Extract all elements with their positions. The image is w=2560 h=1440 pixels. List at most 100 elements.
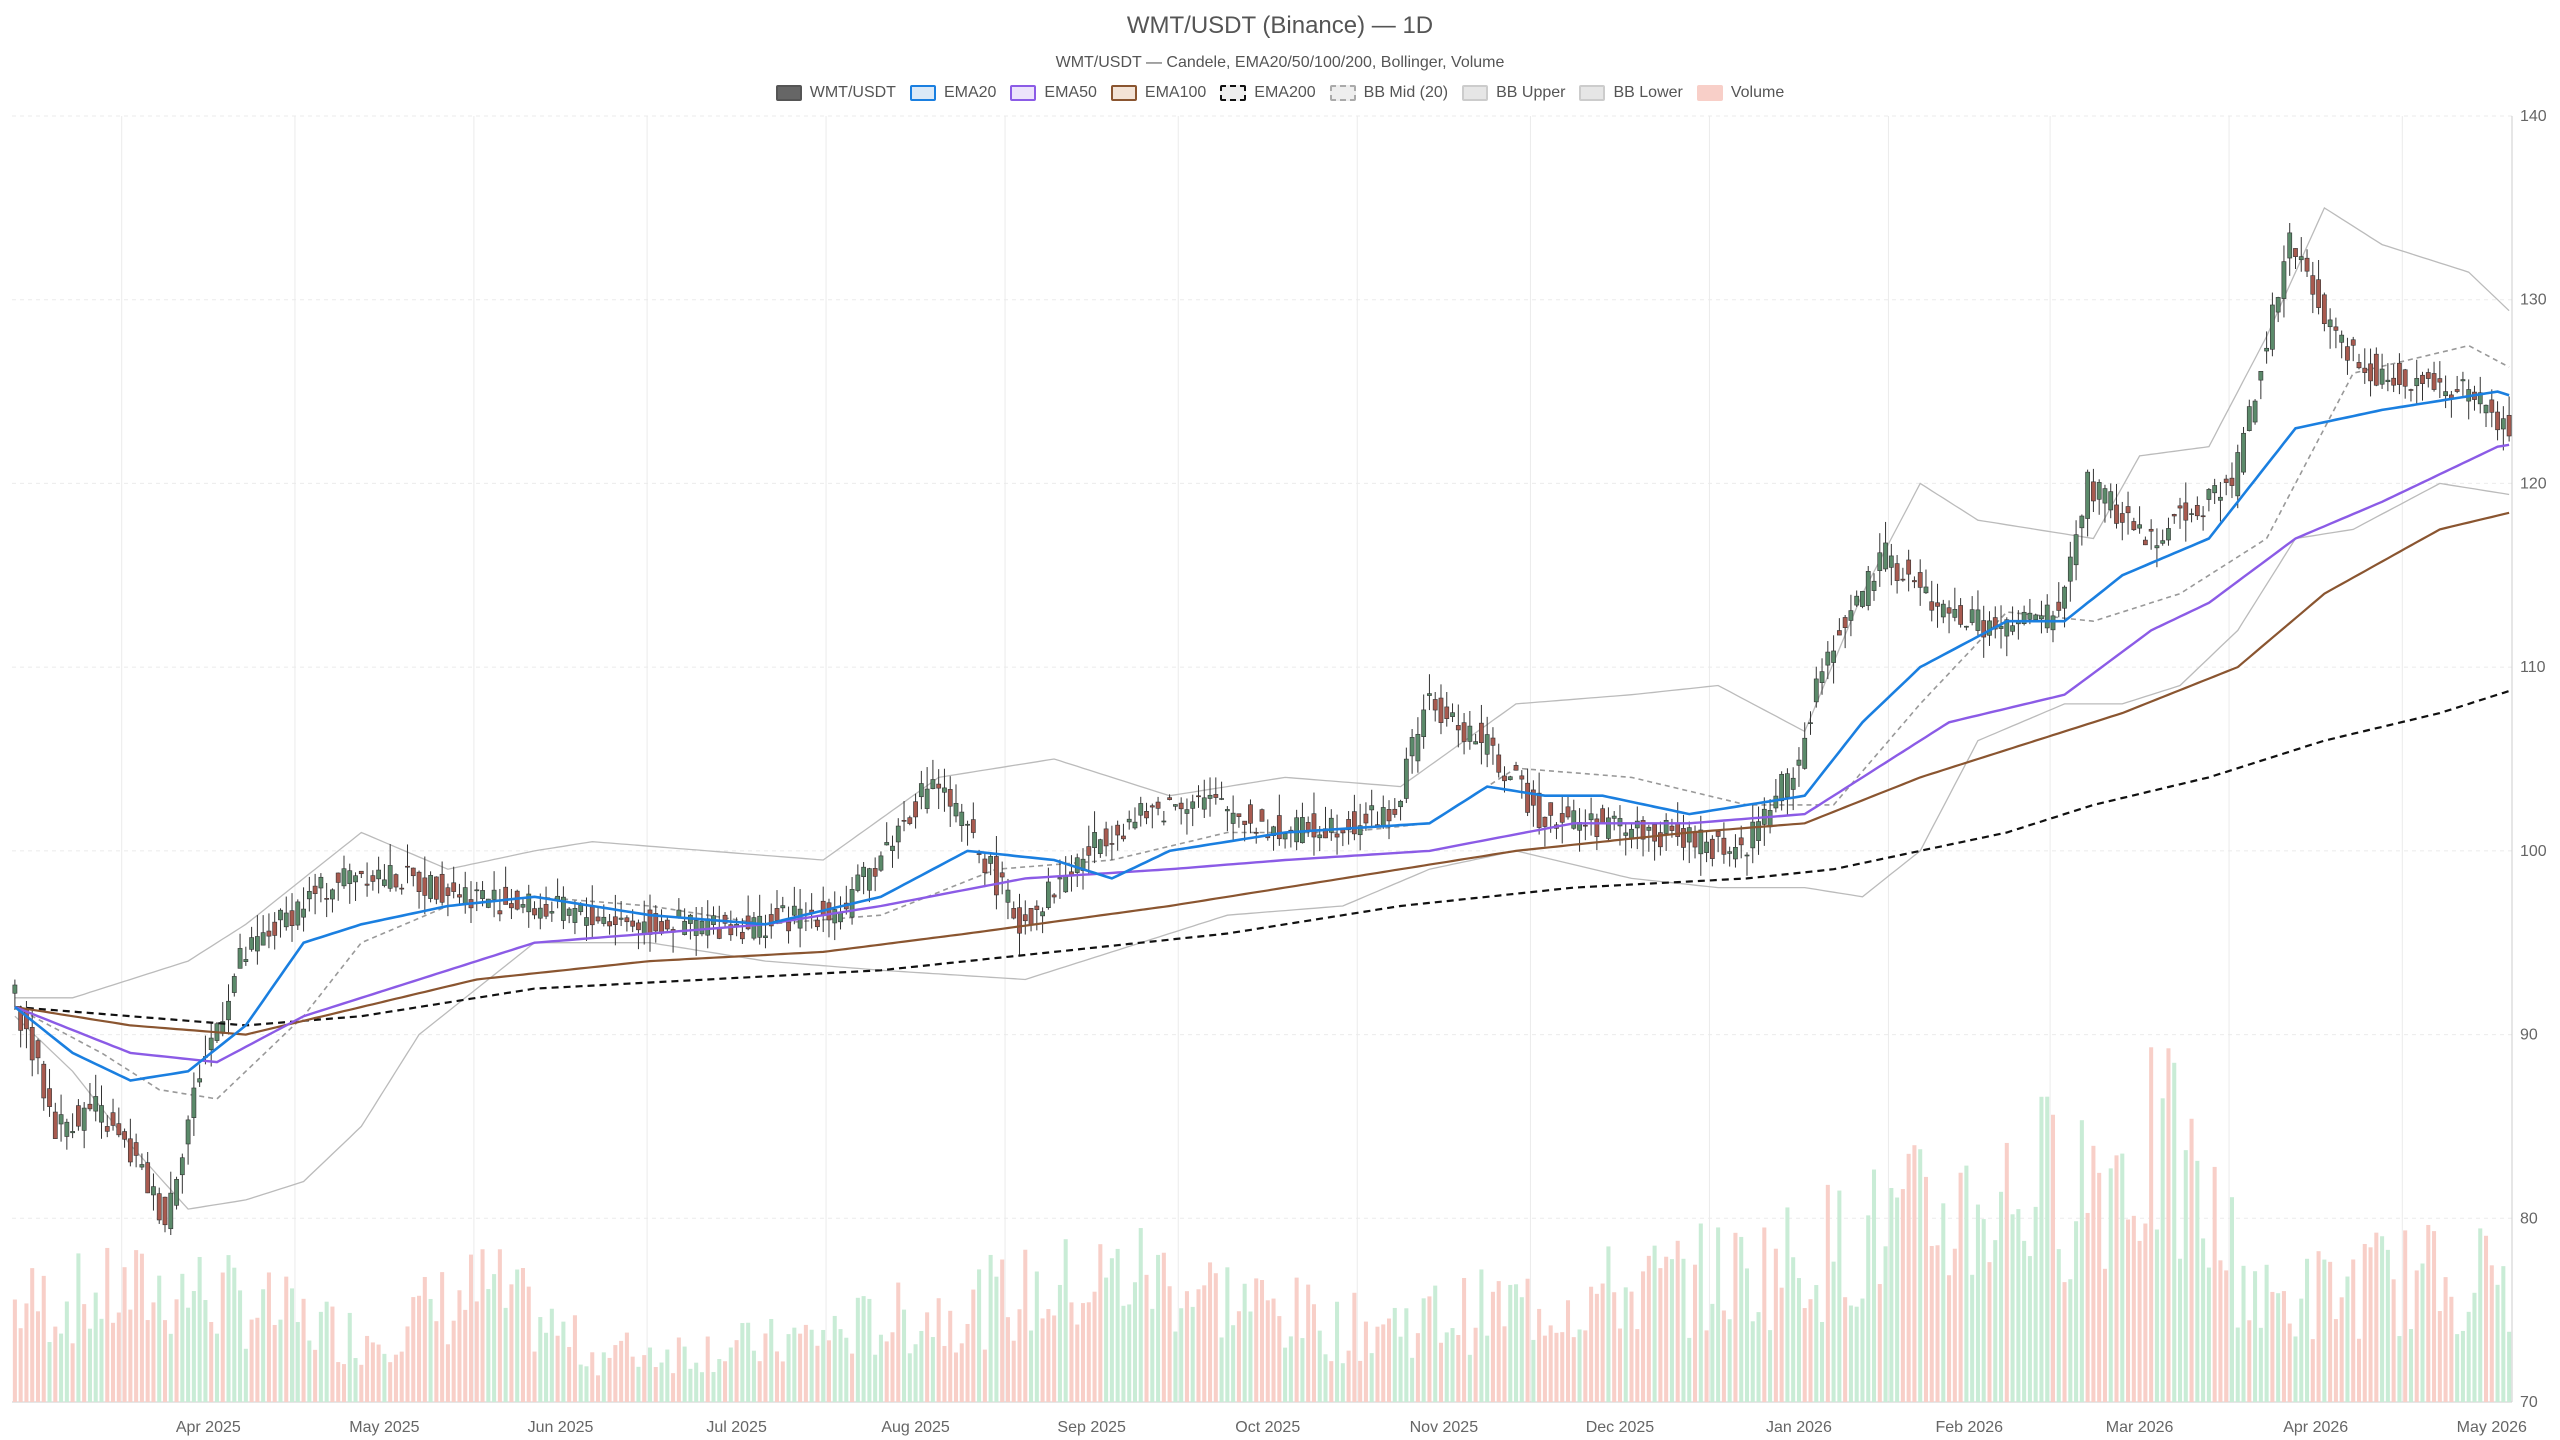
volume-bar (1040, 1318, 1045, 1402)
volume-bar (1716, 1227, 1721, 1402)
volume-bar (520, 1268, 525, 1402)
candle-body (2073, 534, 2079, 566)
legend-item-4[interactable]: EMA200 (1220, 84, 1316, 102)
candle-body (2096, 482, 2102, 500)
candle-body (1045, 881, 1051, 909)
volume-bar (1404, 1308, 1409, 1402)
candle-body (272, 921, 278, 936)
candle-body (1317, 834, 1323, 839)
legend-item-8[interactable]: Volume (1696, 84, 1784, 102)
x-tick-label: Nov 2025 (1410, 1419, 1479, 1436)
volume-bar (151, 1302, 156, 1402)
candle-body (1282, 833, 1288, 840)
candle-body (1398, 800, 1403, 808)
volume-bar (1132, 1282, 1137, 1402)
volume-bar (1156, 1254, 1161, 1402)
volume-bar (2472, 1292, 2477, 1402)
candle-body (87, 1103, 93, 1110)
volume-bar (699, 1372, 704, 1402)
volume-bar (1652, 1245, 1657, 1402)
candle-body (358, 870, 364, 875)
legend-item-1[interactable]: EMA20 (909, 84, 996, 102)
legend-item-5[interactable]: BB Mid (20) (1329, 84, 1448, 102)
volume-bar (503, 1307, 508, 1402)
volume-bar (948, 1310, 953, 1402)
candle-body (1259, 809, 1265, 822)
candle-body (601, 916, 607, 924)
legend-item-3[interactable]: EMA100 (1110, 84, 1206, 102)
candle-body (1987, 620, 1992, 636)
candle-body (2368, 363, 2373, 382)
volume-bar (584, 1366, 589, 1402)
volume-bar (266, 1272, 271, 1402)
candle-body (1490, 737, 1496, 746)
volume-bar (2293, 1336, 2298, 1402)
candle-body (110, 1112, 116, 1126)
candle-body (1057, 877, 1063, 880)
volume-bar (445, 1344, 450, 1402)
volume-bar (1231, 1325, 1236, 1402)
volume-bar (601, 1352, 606, 1402)
candle-body (1796, 759, 1802, 766)
candle-body (1230, 812, 1236, 824)
volume-bar (2316, 1251, 2321, 1402)
y-tick-label: 140 (2520, 108, 2547, 125)
candle-body (278, 909, 283, 921)
candle-body (636, 922, 641, 931)
candle-body (2431, 373, 2437, 390)
candle-body (2166, 528, 2171, 541)
legend-item-7[interactable]: BB Lower (1579, 84, 1683, 102)
volume-bar (1508, 1284, 1513, 1402)
candle-body (1894, 563, 1900, 581)
candle-body (295, 901, 301, 926)
volume-bar (682, 1346, 687, 1402)
volume-bar (1733, 1232, 1738, 1402)
volume-bar (1098, 1244, 1103, 1402)
volume-bar (1438, 1342, 1444, 1402)
volume-bar (157, 1275, 162, 1402)
candle-body (1692, 832, 1698, 848)
volume-bar (1999, 1191, 2004, 1402)
chart-title: WMT/USDT (Binance) — 1D (1126, 12, 1434, 39)
volume-bar (2351, 1259, 2356, 1402)
candle-body (81, 1107, 87, 1131)
candle-body (1201, 797, 1207, 810)
volume-bar (313, 1349, 318, 1402)
candle-body (1681, 828, 1686, 848)
volume-bar (2449, 1296, 2454, 1402)
volume-bar (457, 1290, 462, 1402)
candle-body (647, 909, 653, 935)
candle-body (1883, 542, 1888, 570)
legend-item-0[interactable]: WMT/USDT (775, 84, 896, 102)
volume-bar (1340, 1363, 1345, 1402)
legend-label: BB Lower (1613, 84, 1683, 101)
volume-bar (2229, 1197, 2234, 1402)
volume-bar (1473, 1327, 1478, 1402)
candle-body (1606, 817, 1611, 839)
legend-item-2[interactable]: EMA50 (1010, 84, 1097, 102)
volume-bar (653, 1366, 658, 1402)
candle-body (1727, 851, 1733, 854)
candle-body (1721, 837, 1727, 855)
volume-bar (671, 1373, 676, 1402)
candle-body (58, 1114, 64, 1125)
volume-bar (2253, 1271, 2258, 1402)
volume-bar (1421, 1298, 1426, 1402)
candle-body (197, 1078, 203, 1083)
candle-body (1467, 725, 1473, 742)
candle-body (1473, 741, 1479, 745)
legend-label: EMA50 (1044, 84, 1097, 101)
volume-bar (1023, 1249, 1028, 1402)
candle-body (243, 959, 249, 962)
volume-bar (1496, 1281, 1501, 1402)
legend-item-6[interactable]: BB Upper (1462, 84, 1565, 102)
volume-bar (295, 1322, 300, 1402)
volume-bar (1889, 1188, 1894, 1402)
volume-bar (82, 1304, 87, 1402)
volume-bar (168, 1333, 173, 1402)
volume-bar (1248, 1311, 1253, 1402)
candle-body (2495, 411, 2500, 431)
volume-bar (1363, 1321, 1368, 1402)
volume-bar (122, 1267, 127, 1402)
volume-bar (1167, 1286, 1172, 1402)
